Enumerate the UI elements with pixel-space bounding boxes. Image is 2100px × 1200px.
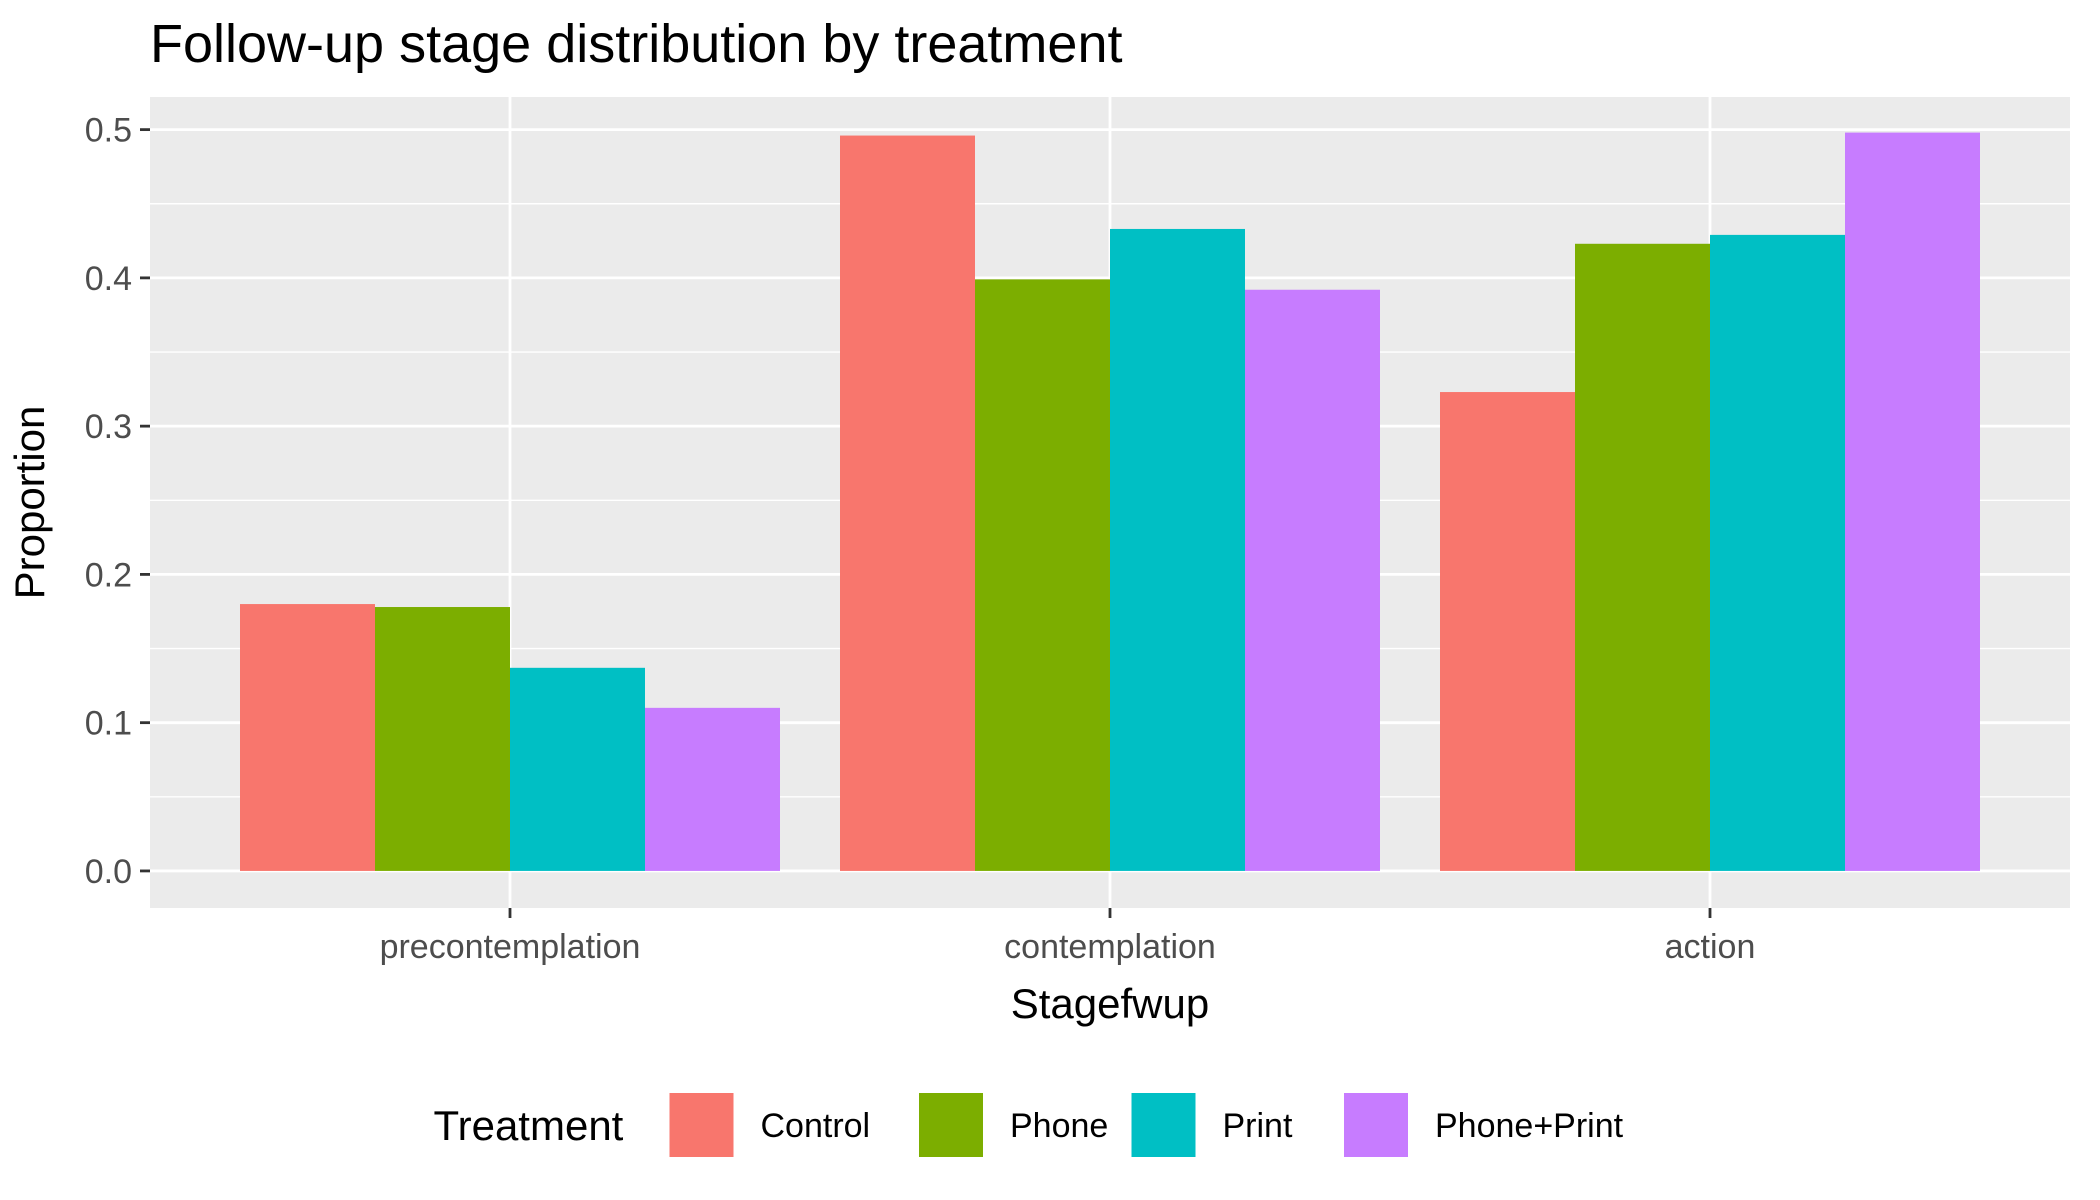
legend-key-phone-print bbox=[1342, 1091, 1410, 1159]
bar-print-contemplation bbox=[1110, 228, 1245, 871]
bar-print-precontemplation bbox=[510, 667, 645, 871]
y-tick-label: 0.4 bbox=[85, 260, 132, 298]
legend-key-phone bbox=[917, 1091, 985, 1159]
x-tick-label: contemplation bbox=[1004, 928, 1216, 966]
x-axis-title: Stagefwup bbox=[1011, 980, 1209, 1027]
legend-label: Phone+Print bbox=[1435, 1107, 1624, 1145]
x-tick-label: action bbox=[1665, 928, 1756, 966]
bar-print-action bbox=[1710, 234, 1845, 871]
legend-label: Control bbox=[761, 1107, 871, 1145]
y-tick-label: 0.3 bbox=[85, 408, 132, 446]
legend: Treatment Control Phone Print Phone+Print bbox=[434, 1091, 1624, 1159]
bar-phone-print-precontemplation bbox=[645, 707, 780, 871]
bar-phone-action bbox=[1575, 243, 1710, 871]
x-axis: precontemplation contemplation action bbox=[380, 908, 1756, 966]
y-axis-title: Proportion bbox=[6, 406, 53, 600]
legend-label: Print bbox=[1223, 1107, 1293, 1145]
bar-phone-precontemplation bbox=[375, 607, 510, 871]
bar-control-action bbox=[1440, 392, 1575, 871]
bar-control-precontemplation bbox=[240, 604, 375, 871]
y-axis: 0.0 0.1 0.2 0.3 0.4 0.5 bbox=[85, 112, 150, 891]
x-tick-label: precontemplation bbox=[380, 928, 641, 966]
bar-phone-contemplation bbox=[975, 279, 1110, 871]
chart-title: Follow-up stage distribution by treatmen… bbox=[150, 14, 1122, 74]
y-tick-label: 0.1 bbox=[85, 705, 132, 743]
y-tick-label: 0.0 bbox=[85, 853, 132, 891]
legend-label: Phone bbox=[1010, 1107, 1108, 1145]
y-tick-label: 0.5 bbox=[85, 112, 132, 150]
bar-control-contemplation bbox=[840, 135, 975, 871]
legend-key-print bbox=[1129, 1091, 1198, 1159]
legend-title: Treatment bbox=[434, 1102, 624, 1149]
legend-items: Control Phone Print Phone+Print bbox=[667, 1091, 1624, 1159]
bars bbox=[240, 132, 1980, 871]
y-tick-label: 0.2 bbox=[85, 556, 132, 594]
bar-phone-print-action bbox=[1845, 132, 1980, 871]
bar-phone-print-contemplation bbox=[1245, 289, 1380, 871]
legend-key-control bbox=[667, 1091, 736, 1159]
